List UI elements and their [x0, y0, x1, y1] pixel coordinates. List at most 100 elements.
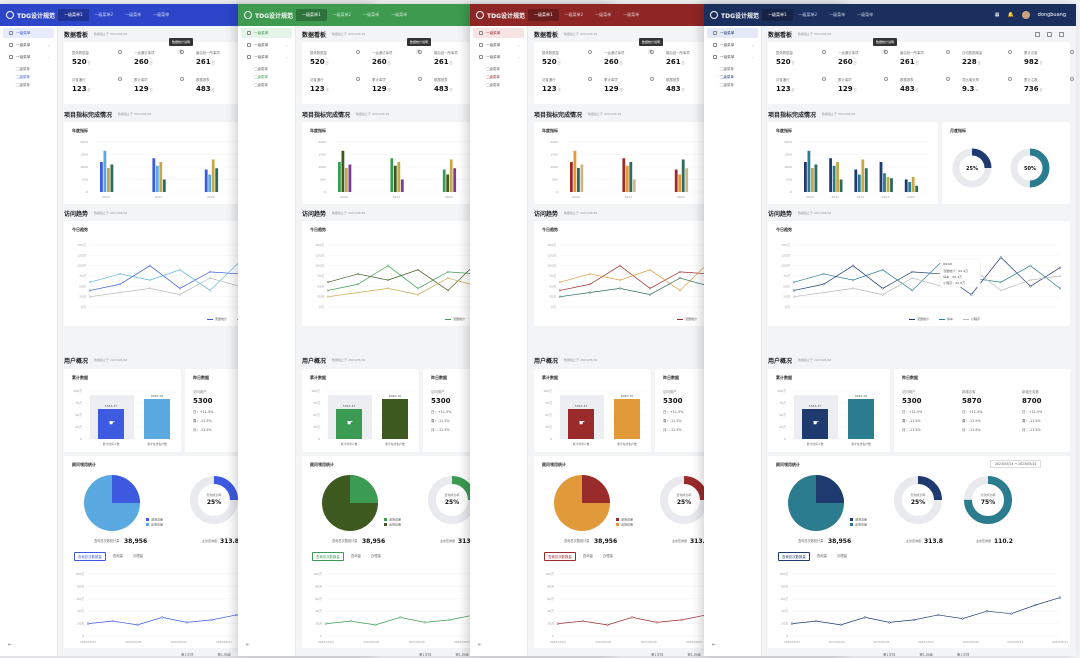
nav-tab-2[interactable]: 一级菜单2 — [798, 12, 818, 17]
info-icon[interactable] — [884, 77, 888, 81]
sidebar-subitem-2[interactable]: · 二级菜单 — [252, 75, 268, 79]
nav-tab-4[interactable]: 一级菜单 — [391, 12, 408, 17]
sidebar-subitem-3[interactable]: · 二级菜单 — [252, 83, 268, 87]
nav-tab-4[interactable]: 一级菜单 — [857, 12, 874, 17]
info-icon[interactable] — [650, 77, 654, 81]
usage-tab-3[interactable]: 办理量 — [370, 554, 382, 558]
nav-tab-3[interactable]: 一级菜单 — [829, 12, 846, 17]
footer-link-2[interactable]: 第1-指南 — [919, 653, 933, 656]
brand-logo[interactable]: TDG设计规范 — [470, 11, 528, 20]
nav-tab-1[interactable]: 一级菜单1 — [296, 9, 327, 21]
sidebar-subitem-3[interactable]: · 二级菜单 — [14, 83, 30, 87]
collapse-sidebar-icon[interactable]: ⇤ — [8, 642, 13, 648]
sidebar-item-1[interactable]: 一级菜单 — [241, 28, 292, 38]
nav-tab-1[interactable]: 一级菜单1 — [528, 9, 559, 21]
expand-icon[interactable] — [1047, 32, 1052, 37]
user-name[interactable]: dongbuang — [1037, 12, 1066, 18]
collapse-sidebar-icon[interactable]: ⇤ — [246, 642, 251, 648]
info-icon[interactable] — [1008, 77, 1012, 81]
usage-tab-1[interactable]: 查询总次数数量 — [778, 552, 810, 561]
sidebar-item-1[interactable]: 一级菜单 — [707, 28, 758, 38]
nav-tab-2[interactable]: 一级菜单2 — [564, 12, 584, 17]
nav-tab-4[interactable]: 一级菜单 — [623, 12, 640, 17]
usage-tab-2[interactable]: 查询量 — [816, 554, 827, 558]
sidebar-subitem-1[interactable]: · 二级菜单 — [252, 67, 268, 71]
nav-tab-3[interactable]: 一级菜单 — [125, 12, 142, 17]
usage-tab-1[interactable]: 查询总次数数量 — [74, 552, 106, 561]
annual-bar — [804, 162, 807, 192]
refresh-icon[interactable] — [1035, 32, 1040, 37]
footer-link-1[interactable]: 第1文档 — [651, 653, 664, 656]
info-icon[interactable] — [1070, 77, 1074, 81]
info-icon[interactable] — [180, 77, 184, 81]
collapse-sidebar-icon[interactable]: ⇤ — [478, 642, 483, 648]
sidebar-subitem-3[interactable]: · 二级菜单 — [484, 83, 500, 87]
avatar[interactable] — [1021, 11, 1030, 19]
settings-icon[interactable] — [1059, 32, 1064, 37]
brand-logo[interactable]: TDG设计规范 — [704, 11, 762, 20]
info-icon[interactable] — [946, 77, 950, 81]
footer-link-1[interactable]: 第1文档 — [883, 653, 896, 656]
info-icon[interactable] — [822, 50, 826, 54]
sidebar-subitem-1[interactable]: · 二级菜单 — [14, 67, 30, 71]
sidebar-item-2[interactable]: 一级菜单 ⌄ — [707, 40, 758, 50]
info-icon[interactable] — [118, 77, 122, 81]
sidebar-item-3[interactable]: 一级菜单 ⌄ — [3, 52, 54, 62]
sidebar-subitem-1[interactable]: · 二级菜单 — [718, 67, 734, 71]
sidebar-item-3[interactable]: 一级菜单 ⌄ — [241, 52, 292, 62]
date-range-picker[interactable]: 2023/05/24 → 2023/05/24 — [990, 460, 1042, 468]
usage-tab-3[interactable]: 办理量 — [132, 554, 144, 558]
brand-logo[interactable]: TDG设计规范 — [238, 11, 296, 20]
usage-tab-2[interactable]: 查询量 — [582, 554, 593, 558]
info-icon[interactable] — [588, 50, 592, 54]
nav-tab-4[interactable]: 一级菜单 — [153, 12, 170, 17]
sidebar-subitem-2[interactable]: · 二级菜单 — [484, 75, 500, 79]
info-icon[interactable] — [946, 50, 950, 54]
sidebar-item-1[interactable]: 一级菜单 — [473, 28, 524, 38]
sidebar-subitem-3[interactable]: · 二级菜单 — [718, 83, 734, 87]
nav-tab-2[interactable]: 一级菜单2 — [332, 12, 352, 17]
info-icon[interactable] — [822, 77, 826, 81]
sidebar-item-3[interactable]: 一级菜单 ⌄ — [707, 52, 758, 62]
info-icon[interactable] — [418, 77, 422, 81]
nav-tab-3[interactable]: 一级菜单 — [363, 12, 380, 17]
usage-tab-2[interactable]: 查询量 — [112, 554, 123, 558]
sidebar-item-2[interactable]: 一级菜单 ⌄ — [3, 40, 54, 50]
sidebar-item-2[interactable]: 一级菜单 ⌄ — [241, 40, 292, 50]
footer-link-3[interactable]: 第1文档 — [956, 653, 970, 656]
info-icon[interactable] — [118, 50, 122, 54]
nav-tab-3[interactable]: 一级菜单 — [595, 12, 612, 17]
usage-tab-3[interactable]: 办理量 — [602, 554, 614, 558]
sidebar-subitem-2[interactable]: · 二级菜单 — [718, 75, 734, 79]
info-icon[interactable] — [356, 50, 360, 54]
sidebar-subitem-1[interactable]: · 二级菜单 — [484, 67, 500, 71]
usage-tab-2[interactable]: 查询量 — [350, 554, 361, 558]
info-icon[interactable] — [650, 50, 654, 54]
info-icon[interactable] — [418, 50, 422, 54]
bell-icon[interactable]: 🔔 — [1007, 12, 1014, 18]
collapse-sidebar-icon[interactable]: ⇤ — [712, 642, 717, 648]
sidebar-subitem-2[interactable]: · 二级菜单 — [14, 75, 30, 79]
footer-link-1[interactable]: 第1文档 — [419, 653, 432, 656]
usage-tab-3[interactable]: 办理量 — [836, 554, 848, 558]
nav-tab-1[interactable]: 一级菜单1 — [762, 9, 793, 21]
footer-link-2[interactable]: 第1-指南 — [217, 653, 231, 656]
info-icon[interactable] — [1008, 50, 1012, 54]
usage-tab-1[interactable]: 查询总次数数量 — [544, 552, 576, 561]
nav-tab-1[interactable]: 一级菜单1 — [58, 9, 89, 21]
info-icon[interactable] — [1070, 50, 1074, 54]
info-icon[interactable] — [588, 77, 592, 81]
apps-grid-icon[interactable]: ▦ — [994, 12, 1000, 18]
sidebar-item-1[interactable]: 一级菜单 — [3, 28, 54, 38]
nav-tab-2[interactable]: 一级菜单2 — [94, 12, 114, 17]
footer-link-2[interactable]: 第1-指南 — [455, 653, 469, 656]
footer-link-2[interactable]: 第1-指南 — [687, 653, 701, 656]
info-icon[interactable] — [884, 50, 888, 54]
sidebar-item-2[interactable]: 一级菜单 ⌄ — [473, 40, 524, 50]
footer-link-1[interactable]: 第1文档 — [181, 653, 194, 656]
sidebar-item-3[interactable]: 一级菜单 ⌄ — [473, 52, 524, 62]
info-icon[interactable] — [180, 50, 184, 54]
usage-tab-1[interactable]: 查询总次数数量 — [312, 552, 344, 561]
info-icon[interactable] — [356, 77, 360, 81]
brand-logo[interactable]: TDG设计规范 — [0, 11, 58, 20]
